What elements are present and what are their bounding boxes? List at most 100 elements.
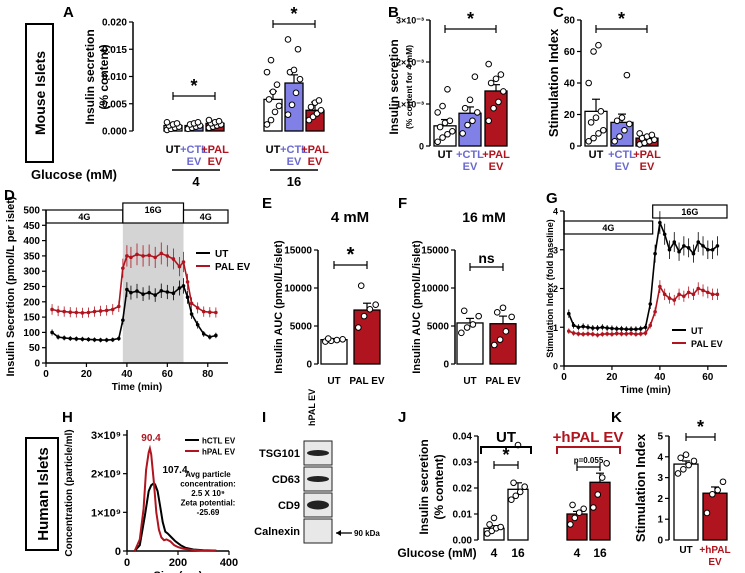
panel-letter-i: I — [262, 409, 266, 426]
b-xlabel: +CTL — [456, 149, 484, 161]
g-point-1 — [581, 332, 585, 337]
d-point-1 — [117, 304, 121, 309]
f-y-tick-label: 0 — [443, 360, 449, 371]
d-point-1 — [92, 309, 97, 314]
d-point-0 — [185, 295, 190, 300]
b-bar-2-point — [495, 98, 502, 106]
g-point-1 — [677, 292, 681, 297]
b-bar-1-point — [464, 121, 471, 129]
j-bar-3-point — [603, 460, 610, 467]
k-bar-pal-point — [703, 509, 711, 517]
d-y-tick-label: 250 — [23, 282, 40, 293]
d-ylabel: Insulin Secretion (pmol/L per islet) — [5, 196, 17, 376]
d-point-1 — [56, 309, 60, 313]
h-y-tick-label: 2×10⁹ — [91, 469, 121, 481]
d-legend-label: PAL EV — [215, 262, 251, 273]
g-point-1 — [662, 292, 667, 297]
g-point-1 — [686, 290, 691, 295]
f-ylabel: Insulin AUC (pmol/L/islet) — [411, 240, 423, 374]
g-point-1 — [643, 331, 648, 335]
d-point-0 — [147, 290, 151, 295]
d-point-0 — [153, 293, 157, 297]
c-xlabel: +CTL — [608, 149, 636, 161]
j-bar-0-point — [486, 521, 493, 528]
h-y-tick-label: 1×10⁹ — [91, 507, 121, 519]
g-point-1 — [653, 309, 657, 314]
d-phase-label: 4G — [200, 212, 212, 222]
d-point-0 — [92, 337, 97, 342]
d-point-1 — [68, 310, 73, 315]
d-point-1 — [165, 254, 170, 258]
j-y-tick-label: 0.03 — [453, 458, 473, 469]
d-point-0 — [189, 312, 194, 316]
i-marker-arrowhead — [336, 530, 341, 536]
c-bar-0-point — [595, 41, 602, 49]
g-y-tick-label: 0 — [553, 362, 558, 372]
c-y-tick-label: 40 — [564, 79, 576, 90]
h-legend-label: hPAL EV — [202, 448, 236, 457]
b-ylabel: Insulin secretion — [387, 39, 401, 134]
i-blot-band — [307, 450, 329, 456]
j-bar-2-point — [571, 514, 579, 522]
j-bar-3-point — [590, 504, 597, 511]
h-ylabel: Concentration (particle/ml) — [64, 429, 75, 556]
j-xlabel: 4 — [491, 546, 498, 560]
g-phase-label: 16G — [681, 207, 698, 217]
g-point-0 — [576, 325, 581, 330]
j-sig-pal-label: p=0.055 — [574, 456, 604, 465]
h-info-text: -25.69 — [197, 508, 220, 517]
g-y-tick-label: 2 — [553, 284, 558, 294]
b-bar-0-point — [444, 130, 451, 138]
e-y-tick-label: 15000 — [284, 246, 312, 257]
f-bar-pal-point — [493, 309, 501, 316]
f-bar-ut-point — [469, 321, 477, 328]
d-x-tick-label: 60 — [162, 369, 174, 380]
k-bar-ut-point — [682, 451, 690, 459]
f-bar-pal-point — [508, 313, 515, 321]
d-point-0 — [104, 338, 109, 342]
i-blot-band — [307, 476, 329, 482]
i-marker-label: 90 kDa — [354, 529, 380, 538]
k-bar-ut-point — [685, 461, 692, 469]
d-point-1 — [159, 251, 164, 256]
h-x-tick-label: 0 — [124, 557, 130, 569]
d-shade — [122, 210, 184, 363]
j-bar-3-point — [598, 474, 606, 481]
c-xlabel-ev: EV — [640, 161, 655, 173]
d-point-0 — [201, 332, 206, 336]
a-bar-16mm-0-point — [265, 96, 273, 103]
g-point-0 — [638, 327, 643, 331]
d-x-tick-label: 0 — [43, 369, 49, 380]
f-bar-pal-point — [502, 328, 510, 335]
c-bar-0-point — [590, 134, 597, 142]
c-bar-0-point — [585, 79, 592, 87]
d-point-1 — [129, 255, 133, 260]
g-point-1 — [701, 288, 705, 293]
k-y-tick-label: 4 — [657, 452, 663, 463]
h-info-text: Avg particle — [185, 470, 231, 479]
e-ylabel: Insulin AUC (pmol/L/islet) — [273, 240, 285, 374]
d-point-0 — [141, 292, 145, 296]
d-point-1 — [177, 264, 182, 269]
g-ylabel: Stimulation Index (fold baseline) — [545, 219, 555, 358]
a-y-tick-label: 0.015 — [102, 45, 127, 56]
d-point-0 — [214, 333, 218, 338]
b-bar-1-point — [474, 109, 481, 116]
g-point-1 — [715, 292, 720, 297]
g-point-1 — [586, 332, 590, 336]
e-bar-ut-point — [339, 336, 346, 343]
g-point-1 — [610, 332, 614, 337]
g-point-1 — [691, 292, 696, 297]
g-point-1 — [658, 284, 662, 289]
e-bar-pal — [353, 309, 381, 365]
j-group-label-pal: +hPAL EV — [553, 429, 624, 446]
g-point-0 — [571, 323, 576, 328]
a-y-tick-label: 0.010 — [102, 72, 127, 83]
b-xlabel-ev: EV — [463, 161, 478, 173]
a-bar-16mm-2-point — [317, 106, 325, 114]
f-xlabel-ut: UT — [463, 376, 476, 387]
b-xlabel-ev: EV — [489, 161, 504, 173]
g-point-0 — [682, 244, 686, 248]
g-point-1 — [619, 332, 624, 336]
a-bar-16mm-1-point — [290, 66, 298, 74]
